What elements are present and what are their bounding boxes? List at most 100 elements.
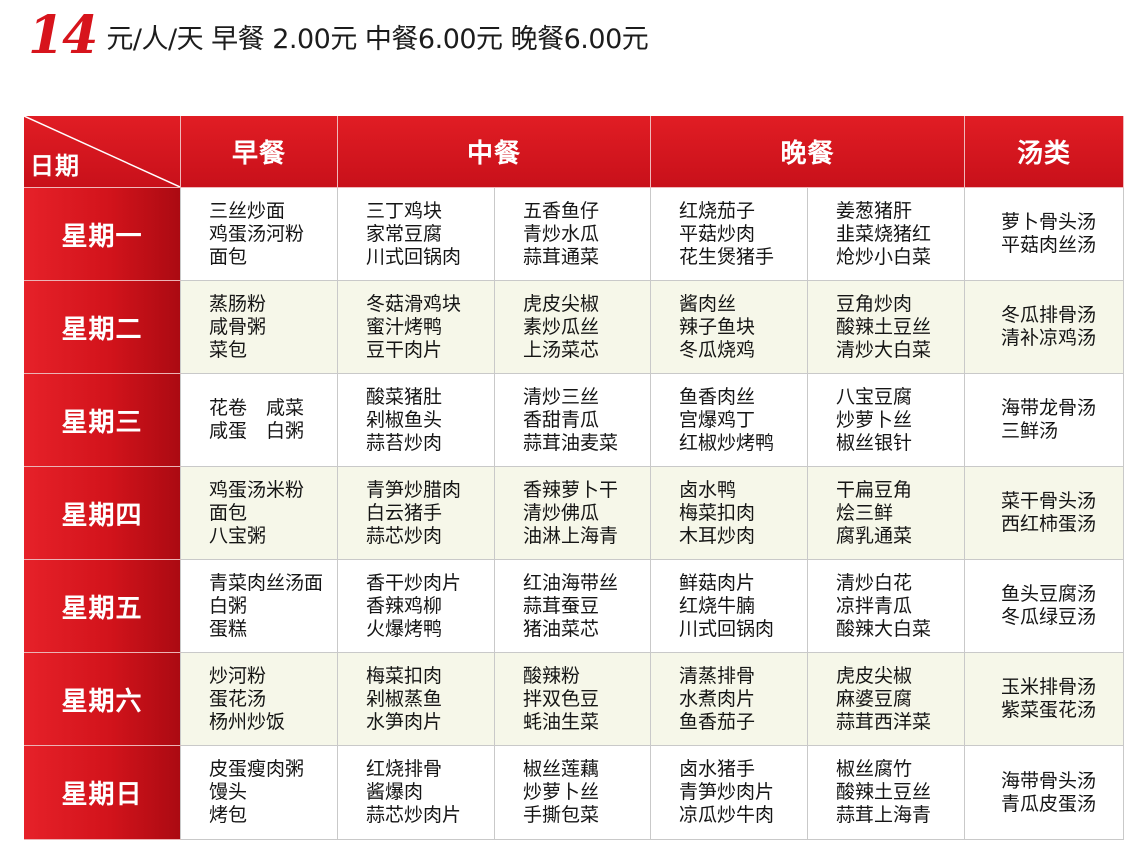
dish-item: 豆角炒肉 [836, 292, 913, 315]
dish-item: 鱼香茄子 [679, 710, 756, 733]
dish-item: 油淋上海青 [523, 524, 619, 547]
day-label: 星期三 [24, 374, 181, 467]
menu-cell-lunch-b: 酸辣粉 拌双色豆 蚝油生菜 [495, 653, 651, 746]
dish-item: 菜干骨头汤 [1001, 490, 1097, 512]
dish-item: 青炒水瓜 [523, 222, 600, 245]
dish-item: 清补凉鸡汤 [1001, 327, 1097, 349]
menu-cell-lunch-a: 梅菜扣肉 剁椒蒸鱼 水笋肉片 [338, 653, 495, 746]
menu-cell-breakfast: 皮蛋瘦肉粥 馒头 烤包 [181, 746, 338, 840]
dish-item: 烤包 [209, 804, 248, 826]
menu-cell-dinner-b: 虎皮尖椒 麻婆豆腐 蒜茸西洋菜 [808, 653, 965, 746]
dish-item: 三丁鸡块 [366, 199, 443, 222]
dish-item: 八宝豆腐 [836, 385, 913, 408]
menu-cell-breakfast: 鸡蛋汤米粉 面包 八宝粥 [181, 467, 338, 560]
dish-item: 咸骨粥 [209, 315, 267, 338]
dish-item: 川式回锅肉 [679, 617, 775, 640]
menu-cell-dinner-a: 卤水猪手 青笋炒肉片 凉瓜炒牛肉 [651, 746, 808, 840]
dish-item: 菜包 [209, 338, 248, 361]
dish-item: 腐乳通菜 [836, 524, 913, 547]
dish-item: 豆干肉片 [366, 338, 443, 361]
dish-item: 卤水鸭 [679, 478, 737, 501]
dish-item: 火爆烤鸭 [366, 617, 443, 640]
dish-item: 川式回锅肉 [366, 245, 462, 268]
date-label: 日期 [30, 152, 80, 180]
dish-item: 青瓜皮蛋汤 [1001, 792, 1097, 815]
dish-item: 手撕包菜 [523, 804, 600, 826]
day-label: 星期一 [24, 188, 181, 281]
dish-item: 烩三鲜 [836, 501, 894, 524]
dish-item: 红椒炒烤鸭 [679, 431, 775, 454]
dish-item: 冬瓜烧鸡 [679, 338, 756, 361]
dish-item: 酱肉丝 [679, 292, 737, 315]
dish-item: 西红柿蛋汤 [1001, 513, 1097, 535]
dish-item: 鱼头豆腐汤 [1001, 583, 1097, 605]
dish-item: 凉瓜炒牛肉 [679, 804, 775, 826]
dish-item: 清炒三丝 [523, 385, 600, 408]
dish-item: 花卷 咸菜 [209, 397, 305, 419]
menu-cell-lunch-b: 香辣萝卜干 清炒佛瓜 油淋上海青 [495, 467, 651, 560]
header-soup: 汤类 [965, 116, 1124, 188]
header-dinner: 晚餐 [651, 116, 965, 188]
menu-cell-lunch-a: 酸菜猪肚 剁椒鱼头 蒜苔炒肉 [338, 374, 495, 467]
menu-cell-breakfast: 三丝炒面 鸡蛋汤河粉 面包 [181, 188, 338, 281]
dish-item: 香干炒肉片 [366, 571, 462, 594]
dish-item: 麻婆豆腐 [836, 687, 913, 710]
dish-item: 平菇肉丝汤 [1001, 234, 1097, 256]
dish-item: 鲜菇肉片 [679, 571, 756, 594]
dish-item: 冬瓜绿豆汤 [1001, 606, 1097, 628]
dish-item: 酸辣大白菜 [836, 617, 932, 640]
dish-item: 酱爆肉 [366, 781, 424, 803]
menu-cell-breakfast: 蒸肠粉 咸骨粥 菜包 [181, 281, 338, 374]
dish-item: 红油海带丝 [523, 571, 619, 594]
day-label: 星期五 [24, 560, 181, 653]
header-lunch: 中餐 [338, 116, 651, 188]
menu-cell-dinner-a: 鲜菇肉片 红烧牛腩 川式回锅肉 [651, 560, 808, 653]
menu-cell-dinner-a: 清蒸排骨 水煮肉片 鱼香茄子 [651, 653, 808, 746]
menu-cell-lunch-a: 青笋炒腊肉 白云猪手 蒜芯炒肉 [338, 467, 495, 560]
dish-item: 红烧牛腩 [679, 594, 756, 617]
dish-item: 红烧排骨 [366, 758, 443, 780]
dish-item: 冬瓜排骨汤 [1001, 304, 1097, 326]
dish-item: 蒜茸油麦菜 [523, 431, 619, 454]
dish-item: 花生煲猪手 [679, 245, 775, 268]
dish-item: 蒜茸上海青 [836, 804, 932, 826]
dish-item: 椒丝腐竹 [836, 758, 913, 780]
menu-cell-lunch-b: 五香鱼仔 青炒水瓜 蒜茸通菜 [495, 188, 651, 281]
dish-item: 青菜肉丝汤面 [209, 571, 324, 594]
dish-item: 剁椒蒸鱼 [366, 687, 443, 710]
dish-item: 蛋糕 [209, 617, 248, 640]
dish-item: 蒜苔炒肉 [366, 431, 443, 454]
menu-cell-breakfast: 青菜肉丝汤面 白粥 蛋糕 [181, 560, 338, 653]
dish-item: 青笋炒肉片 [679, 781, 775, 803]
menu-cell-soup: 海带龙骨汤 三鲜汤 [965, 374, 1124, 467]
dish-item: 海带骨头汤 [1001, 769, 1097, 792]
menu-cell-lunch-b: 虎皮尖椒 素炒瓜丝 上汤菜芯 [495, 281, 651, 374]
dish-item: 鸡蛋汤米粉 [209, 478, 305, 501]
menu-cell-dinner-b: 干扁豆角 烩三鲜 腐乳通菜 [808, 467, 965, 560]
dish-item: 清炒大白菜 [836, 338, 932, 361]
page-header: 14 元/人/天 早餐 2.00元 中餐6.00元 晚餐6.00元 [28, 5, 649, 66]
menu-cell-breakfast: 花卷 咸菜 咸蛋 白粥 [181, 374, 338, 467]
menu-cell-dinner-a: 红烧茄子 平菇炒肉 花生煲猪手 [651, 188, 808, 281]
menu-table: 日期 早餐 中餐 晚餐 汤类 星期一 三丝炒面 鸡蛋汤河粉 面包 三丁鸡块 家常豆腐 川式回… [24, 116, 1124, 840]
menu-cell-dinner-b: 豆角炒肉 酸辣土豆丝 清炒大白菜 [808, 281, 965, 374]
dish-item: 香辣萝卜干 [523, 478, 619, 501]
dish-item: 蒜茸西洋菜 [836, 710, 932, 733]
dish-item: 蜜汁烤鸭 [366, 315, 443, 338]
dish-item: 蒜茸蚕豆 [523, 594, 600, 617]
menu-cell-soup: 鱼头豆腐汤 冬瓜绿豆汤 [965, 560, 1124, 653]
dish-item: 水煮肉片 [679, 687, 756, 710]
menu-cell-soup: 菜干骨头汤 西红柿蛋汤 [965, 467, 1124, 560]
dish-item: 清炒白花 [836, 571, 913, 594]
price-number: 14 [28, 5, 98, 66]
dish-item: 宫爆鸡丁 [679, 408, 756, 431]
menu-cell-soup: 玉米排骨汤 紫菜蛋花汤 [965, 653, 1124, 746]
dish-item: 三丝炒面 [209, 199, 286, 222]
dish-item: 冬菇滑鸡块 [366, 292, 462, 315]
diagonal-line [24, 116, 180, 187]
day-label: 星期日 [24, 746, 181, 840]
dish-item: 面包 [209, 501, 248, 524]
dish-item: 清蒸排骨 [679, 664, 756, 687]
menu-cell-dinner-a: 鱼香肉丝 宫爆鸡丁 红椒炒烤鸭 [651, 374, 808, 467]
menu-cell-dinner-b: 椒丝腐竹 酸辣土豆丝 蒜茸上海青 [808, 746, 965, 840]
